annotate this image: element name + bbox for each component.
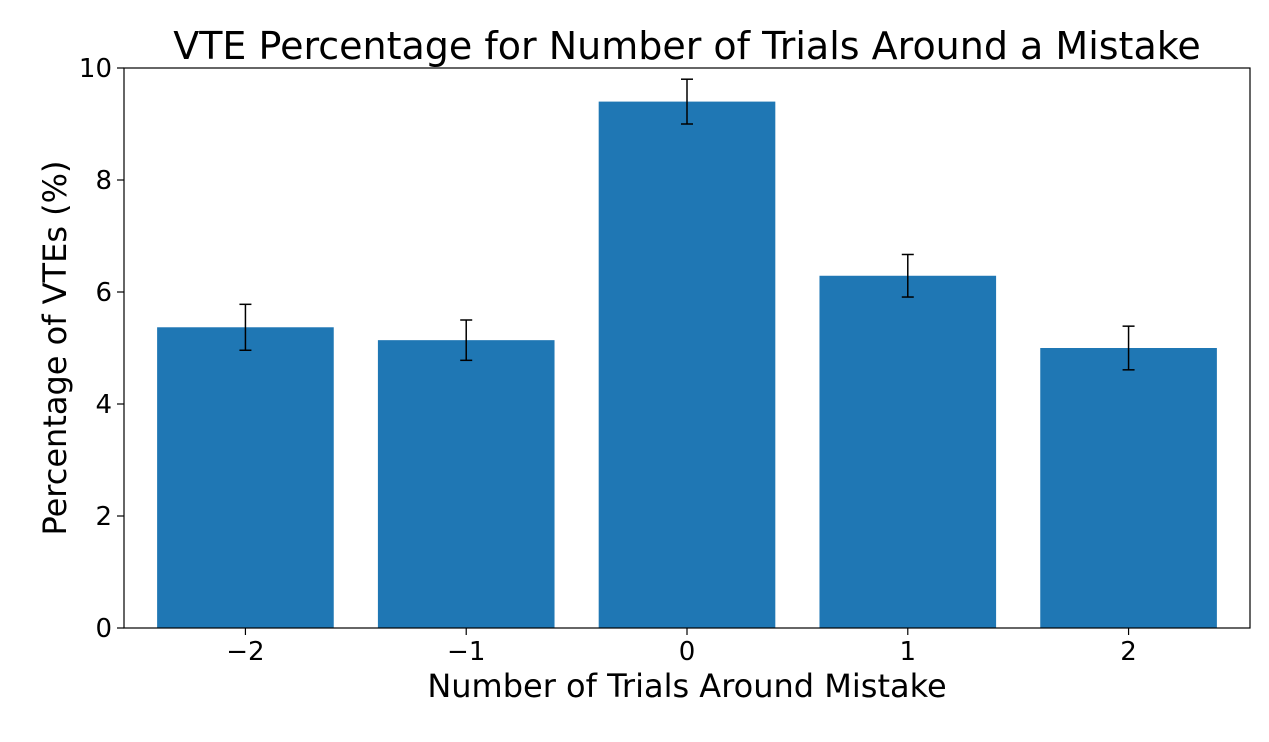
x-tick-label: −2 bbox=[226, 637, 264, 667]
error-bar bbox=[901, 253, 914, 298]
error-bar bbox=[460, 319, 473, 362]
chart-title: VTE Percentage for Number of Trials Arou… bbox=[173, 24, 1201, 68]
x-tick-label: −1 bbox=[447, 637, 485, 667]
y-axis-label: Percentage of VTEs (%) bbox=[36, 160, 74, 535]
y-tick-label: 0 bbox=[95, 614, 112, 644]
bar bbox=[1040, 348, 1217, 628]
error-bar bbox=[239, 303, 252, 351]
x-tick-label: 2 bbox=[1120, 637, 1137, 667]
error-bar bbox=[1122, 325, 1135, 371]
x-axis-ticks: −2 −1 0 1 2 bbox=[226, 628, 1137, 667]
y-tick-label: 4 bbox=[95, 390, 112, 420]
y-tick-label: 2 bbox=[95, 502, 112, 532]
error-bar bbox=[681, 78, 693, 125]
y-tick-label: 8 bbox=[95, 166, 112, 196]
plot-area bbox=[123, 67, 1251, 629]
y-axis-ticks: 0 2 4 6 8 10 bbox=[79, 54, 124, 644]
y-tick-label: 6 bbox=[95, 278, 112, 308]
x-axis-label: Number of Trials Around Mistake bbox=[427, 667, 946, 705]
x-tick-label: 1 bbox=[900, 637, 917, 667]
bar bbox=[377, 340, 555, 628]
y-tick-label: 10 bbox=[79, 54, 112, 84]
x-tick-label: 0 bbox=[679, 637, 696, 667]
bar bbox=[157, 327, 334, 628]
bar bbox=[819, 275, 997, 628]
bar bbox=[598, 101, 776, 629]
